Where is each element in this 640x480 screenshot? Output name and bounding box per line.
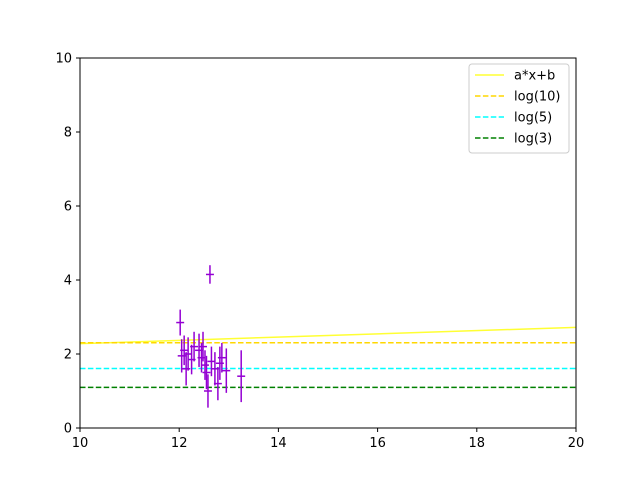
y-tick-label: 2 [64, 348, 72, 363]
legend-label: a*x+b [514, 69, 555, 84]
x-tick-label: 20 [568, 436, 585, 451]
series-lines [79, 326, 577, 389]
data-point [176, 309, 185, 336]
data-point [197, 342, 206, 373]
data-point [205, 265, 214, 284]
y-tick-label: 4 [64, 274, 72, 289]
x-tick-label: 12 [171, 436, 188, 451]
legend: a*x+b log(10) log(5) log(3) [468, 63, 570, 154]
data-point [202, 355, 211, 390]
legend-label: log(5) [514, 111, 552, 126]
data-point [222, 348, 231, 393]
data-point [201, 350, 209, 380]
y-tick-label: 8 [64, 126, 72, 141]
legend-label: log(10) [514, 90, 561, 105]
x-tick-label: 16 [369, 436, 386, 451]
data-point [180, 335, 189, 366]
plot-frame [79, 57, 577, 429]
y-tick-label: 0 [64, 422, 72, 437]
data-point [199, 331, 207, 362]
x-axis-ticks: 10 12 14 16 18 20 [72, 428, 585, 451]
data-point [190, 331, 199, 362]
data-point [204, 374, 212, 408]
legend-box [468, 63, 570, 154]
error-points [176, 265, 246, 408]
x-tick-label: 18 [469, 436, 486, 451]
x-tick-label: 14 [270, 436, 287, 451]
y-tick-label: 10 [55, 52, 72, 67]
y-tick-label: 6 [64, 200, 72, 215]
y-axis-ticks: 0 2 4 6 8 10 [55, 52, 80, 437]
data-point [213, 366, 222, 401]
series-line-0 [79, 326, 577, 345]
legend-label: log(3) [514, 132, 552, 147]
data-point [217, 342, 226, 373]
data-point [184, 337, 193, 371]
x-tick-label: 10 [72, 436, 89, 451]
data-point [207, 346, 216, 377]
data-point [237, 350, 246, 403]
